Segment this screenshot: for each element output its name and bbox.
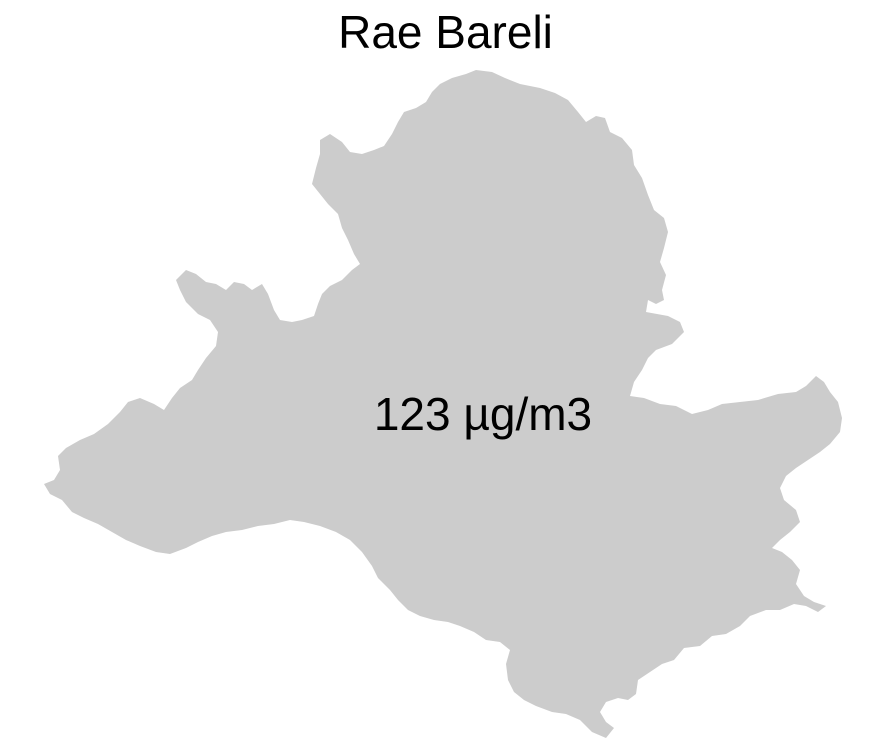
region-value-label: 123 µg/m3 (373, 388, 593, 440)
district-shape-rae-bareli (44, 70, 842, 738)
map-title: Rae Bareli (338, 6, 553, 58)
